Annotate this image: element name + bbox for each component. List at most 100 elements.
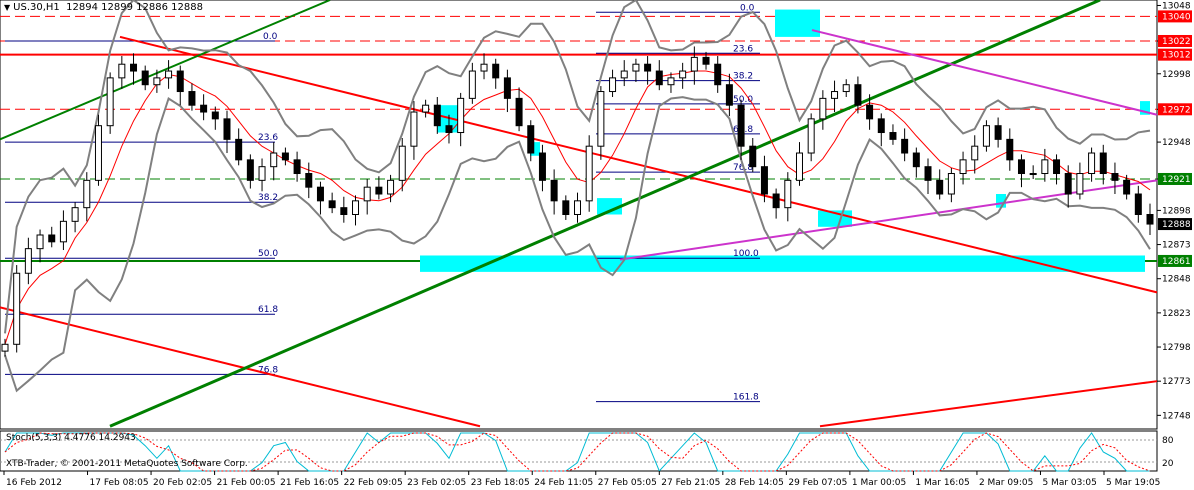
highlight-zone-2 <box>437 105 458 133</box>
highlight-zone-0 <box>420 255 1145 272</box>
fib-left-label-5: 76.8 <box>258 365 278 375</box>
candle-body <box>702 56 710 65</box>
candle-body <box>375 186 383 195</box>
bollinger-bands <box>4 0 1151 393</box>
candle-body <box>527 125 535 154</box>
trend-line-6 <box>811 29 1158 116</box>
price-tag-label: 13040 <box>1162 12 1191 22</box>
candle-body <box>1099 152 1107 175</box>
price-tag-box <box>1158 103 1192 116</box>
dropdown-arrow-icon[interactable]: ▼ <box>4 3 11 12</box>
x-tick-label: 22 Feb 09:05 <box>344 478 403 488</box>
candle-body <box>433 104 441 127</box>
candle-body <box>480 63 488 72</box>
price-tag-label: 12972 <box>1162 105 1191 115</box>
x-tick-label: 23 Feb 18:05 <box>471 478 530 488</box>
candle-body <box>445 125 453 134</box>
moving-average <box>4 70 1151 345</box>
candle-body <box>83 179 91 209</box>
candle-body <box>866 104 874 120</box>
bollinger-upper <box>4 0 1151 334</box>
candle-body <box>819 97 827 120</box>
symbol-label: US.30,H1 <box>13 2 60 13</box>
x-tick-label: 21 Feb 00:05 <box>217 478 276 488</box>
candle-body <box>994 125 1002 140</box>
highlight-zone-3 <box>530 142 540 156</box>
x-tick-label: 24 Feb 11:05 <box>534 478 593 488</box>
candle-body <box>1146 214 1154 225</box>
candle-body <box>924 166 932 181</box>
candle-body <box>1088 152 1096 175</box>
y-tick-label: 12998 <box>1162 70 1191 80</box>
candle-body <box>784 179 792 209</box>
candle-body <box>1 343 9 352</box>
x-tick-label: 23 Feb 02:05 <box>407 478 466 488</box>
price-tag-label: 13012 <box>1162 51 1191 61</box>
stoch-level-20: 20 <box>1162 459 1174 469</box>
candle-body <box>679 70 687 79</box>
y-tick-label: 12848 <box>1162 275 1191 285</box>
stoch-main-line <box>4 432 1150 472</box>
trend-lines <box>0 0 1158 428</box>
fib-left-label-4: 61.8 <box>258 305 278 315</box>
candle-body <box>574 200 581 216</box>
y-tick-label: 12773 <box>1162 377 1191 387</box>
candle-body <box>352 200 360 216</box>
candle-body <box>1076 173 1084 195</box>
candle-body <box>854 84 862 106</box>
fib-right-label-1: 23.6 <box>733 44 753 54</box>
candle-body <box>422 104 430 113</box>
x-tick-label: 1 Mar 16:05 <box>915 478 969 488</box>
candle-body <box>36 234 44 250</box>
candle-body <box>1006 138 1014 161</box>
candle-body <box>106 77 114 127</box>
candle-body <box>387 179 395 195</box>
candle-body <box>1017 159 1025 175</box>
price-tag-label: 13022 <box>1162 37 1191 47</box>
stoch-signal-line <box>4 432 1151 472</box>
bollinger-lower <box>4 96 1151 393</box>
candle-body <box>1123 179 1131 195</box>
candle-body <box>281 152 289 161</box>
main-panel-border <box>0 0 1158 430</box>
candle-body <box>13 272 21 345</box>
fibonacci-levels: 0.023.638.250.061.876.80.023.638.250.061… <box>5 3 760 403</box>
stochastic-lines <box>4 432 1151 472</box>
candle-body <box>468 70 476 99</box>
y-tick-label: 12748 <box>1162 411 1191 421</box>
trend-line-3 <box>0 0 331 141</box>
candle-body <box>1134 193 1142 215</box>
candle-body <box>176 70 184 93</box>
candle-body <box>959 159 967 175</box>
candle-body <box>503 77 511 99</box>
candle-body <box>971 145 979 161</box>
candle-body <box>223 118 231 140</box>
y-tick-label: 12898 <box>1162 206 1191 216</box>
candle-body <box>585 145 593 202</box>
candle-body <box>632 63 640 72</box>
candle-body <box>59 220 67 243</box>
y-tick-label: 12873 <box>1162 241 1191 251</box>
candle-body <box>200 104 208 113</box>
candle-body <box>293 159 301 175</box>
candle-body <box>305 173 313 188</box>
candle-body <box>328 200 336 209</box>
candle-body <box>153 77 161 86</box>
candle-body <box>749 145 757 168</box>
fib-left-label-3: 50.0 <box>258 249 278 259</box>
fib-right-label-7: 161.8 <box>733 393 759 403</box>
price-tag-box <box>1158 218 1192 231</box>
candle-body <box>48 234 56 243</box>
candle-body <box>842 84 850 93</box>
highlight-zone-7 <box>1140 101 1150 115</box>
candle-body <box>1111 173 1119 181</box>
chart-header: ▼ US.30,H1 12894 12899 12886 12888 <box>4 2 203 13</box>
candle-body <box>24 248 32 274</box>
stoch-level-80: 80 <box>1162 436 1174 446</box>
candle-body <box>795 152 803 181</box>
trend-line-4 <box>109 0 1101 428</box>
x-tick-label: 29 Feb 07:05 <box>788 478 847 488</box>
candle-body <box>1064 173 1072 195</box>
x-tick-label: 21 Feb 16:05 <box>280 478 339 488</box>
